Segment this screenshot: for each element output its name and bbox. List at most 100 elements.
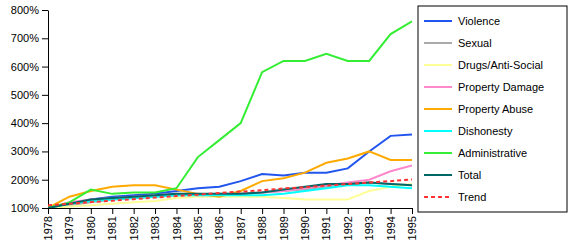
x-tick-mark — [198, 208, 199, 214]
x-tick: 1994 — [385, 208, 397, 240]
x-tick-label: 1984 — [170, 216, 182, 240]
series-line — [48, 166, 412, 208]
x-tick-mark — [91, 208, 92, 214]
y-tick: 200% — [11, 174, 48, 186]
x-tick-label: 1995 — [406, 216, 418, 240]
legend: Violence Sexual Drugs/Anti-Social Property … — [418, 6, 567, 212]
legend-swatch — [424, 20, 452, 22]
x-tick-mark — [48, 208, 49, 214]
series-line — [48, 183, 412, 208]
x-tick: 1979 — [63, 208, 75, 240]
x-tick-label: 1991 — [320, 216, 332, 240]
y-tick-label: 200% — [11, 174, 39, 186]
x-axis-line — [49, 208, 413, 209]
y-tick-label: 400% — [11, 117, 39, 129]
x-tick-label: 1983 — [149, 216, 161, 240]
lines — [48, 21, 412, 208]
y-tick-label: 100% — [11, 202, 39, 214]
x-tick: 1990 — [299, 208, 311, 240]
y-tick-mark — [42, 67, 48, 68]
y-tick-mark — [42, 38, 48, 39]
x-tick: 1986 — [213, 208, 225, 240]
legend-swatch — [424, 130, 452, 132]
x-tick-label: 1980 — [85, 216, 97, 240]
x-tick-mark — [176, 208, 177, 214]
x-tick-mark — [112, 208, 113, 214]
x-tick-mark — [262, 208, 263, 214]
x-tick: 1992 — [342, 208, 354, 240]
legend-swatch — [424, 42, 452, 44]
x-axis: 1978 1979 1980 1981 1982 1983 1984 1985 1986 1987… — [42, 208, 418, 240]
legend-label: Sexual — [458, 37, 492, 49]
legend-label: Administrative — [458, 147, 527, 159]
series-line — [48, 185, 412, 208]
y-tick: 700% — [11, 32, 48, 44]
x-tick: 1981 — [106, 208, 118, 240]
plot: 100% 200% 300% 400% 500% 600% 700% 800% 1978 1979… — [11, 4, 418, 240]
y-tick-label: 700% — [11, 32, 39, 44]
x-tick-mark — [284, 208, 285, 214]
y-tick-label: 600% — [11, 61, 39, 73]
x-tick: 1995 — [406, 208, 418, 240]
y-axis-line — [48, 11, 49, 209]
series-line — [48, 151, 412, 208]
y-axis: 100% 200% 300% 400% 500% 600% 700% 800% — [11, 4, 49, 214]
x-tick-label: 1981 — [106, 216, 118, 240]
x-tick: 1989 — [278, 208, 290, 240]
y-tick-mark — [42, 95, 48, 96]
legend-label: Property Damage — [458, 81, 544, 93]
x-tick-label: 1988 — [256, 216, 268, 240]
x-tick-mark — [412, 208, 413, 214]
x-tick-mark — [391, 208, 392, 214]
x-tick: 1982 — [128, 208, 140, 240]
x-tick-mark — [241, 208, 242, 214]
legend-box — [418, 6, 567, 212]
y-tick-mark — [42, 10, 48, 11]
legend-label: Violence — [458, 15, 500, 27]
x-tick-label: 1978 — [42, 216, 54, 240]
x-tick: 1991 — [320, 208, 332, 240]
x-tick-mark — [155, 208, 156, 214]
y-tick-label: 300% — [11, 145, 39, 157]
x-tick-label: 1985 — [192, 216, 204, 240]
y-tick-mark — [42, 180, 48, 181]
x-tick-mark — [134, 208, 135, 214]
y-tick-mark — [42, 123, 48, 124]
legend-swatch — [424, 108, 452, 110]
legend-swatch — [424, 64, 452, 66]
series-line — [48, 183, 412, 208]
x-tick: 1984 — [170, 208, 182, 240]
chart: 100% 200% 300% 400% 500% 600% 700% 800% 1978 1979… — [0, 0, 570, 252]
legend-swatch — [424, 152, 452, 154]
x-tick-mark — [326, 208, 327, 214]
legend-swatch — [424, 196, 452, 198]
x-tick-label: 1993 — [363, 216, 375, 240]
series-line — [48, 179, 412, 205]
legend-label: Total — [458, 169, 481, 181]
legend-swatch — [424, 86, 452, 88]
x-tick-mark — [305, 208, 306, 214]
series-line — [48, 21, 412, 208]
x-tick-label: 1989 — [278, 216, 290, 240]
y-tick-mark — [42, 208, 48, 209]
legend-label: Property Abuse — [458, 103, 533, 115]
x-tick-label: 1986 — [213, 216, 225, 240]
y-tick: 500% — [11, 89, 48, 101]
x-tick-mark — [219, 208, 220, 214]
series-line — [48, 184, 412, 208]
x-tick-label: 1987 — [235, 216, 247, 240]
x-tick-mark — [69, 208, 70, 214]
x-tick-label: 1992 — [342, 216, 354, 240]
y-tick: 800% — [11, 4, 48, 16]
series-line — [48, 134, 412, 208]
y-tick: 300% — [11, 145, 48, 157]
x-tick: 1985 — [192, 208, 204, 240]
x-tick: 1987 — [235, 208, 247, 240]
legend-label: Dishonesty — [458, 125, 513, 137]
y-tick-mark — [42, 151, 48, 152]
legend-label: Drugs/Anti-Social — [458, 59, 543, 71]
legend-label: Trend — [458, 191, 486, 203]
y-tick-label: 800% — [11, 4, 39, 16]
x-tick-mark — [369, 208, 370, 214]
x-tick: 1978 — [42, 208, 54, 240]
